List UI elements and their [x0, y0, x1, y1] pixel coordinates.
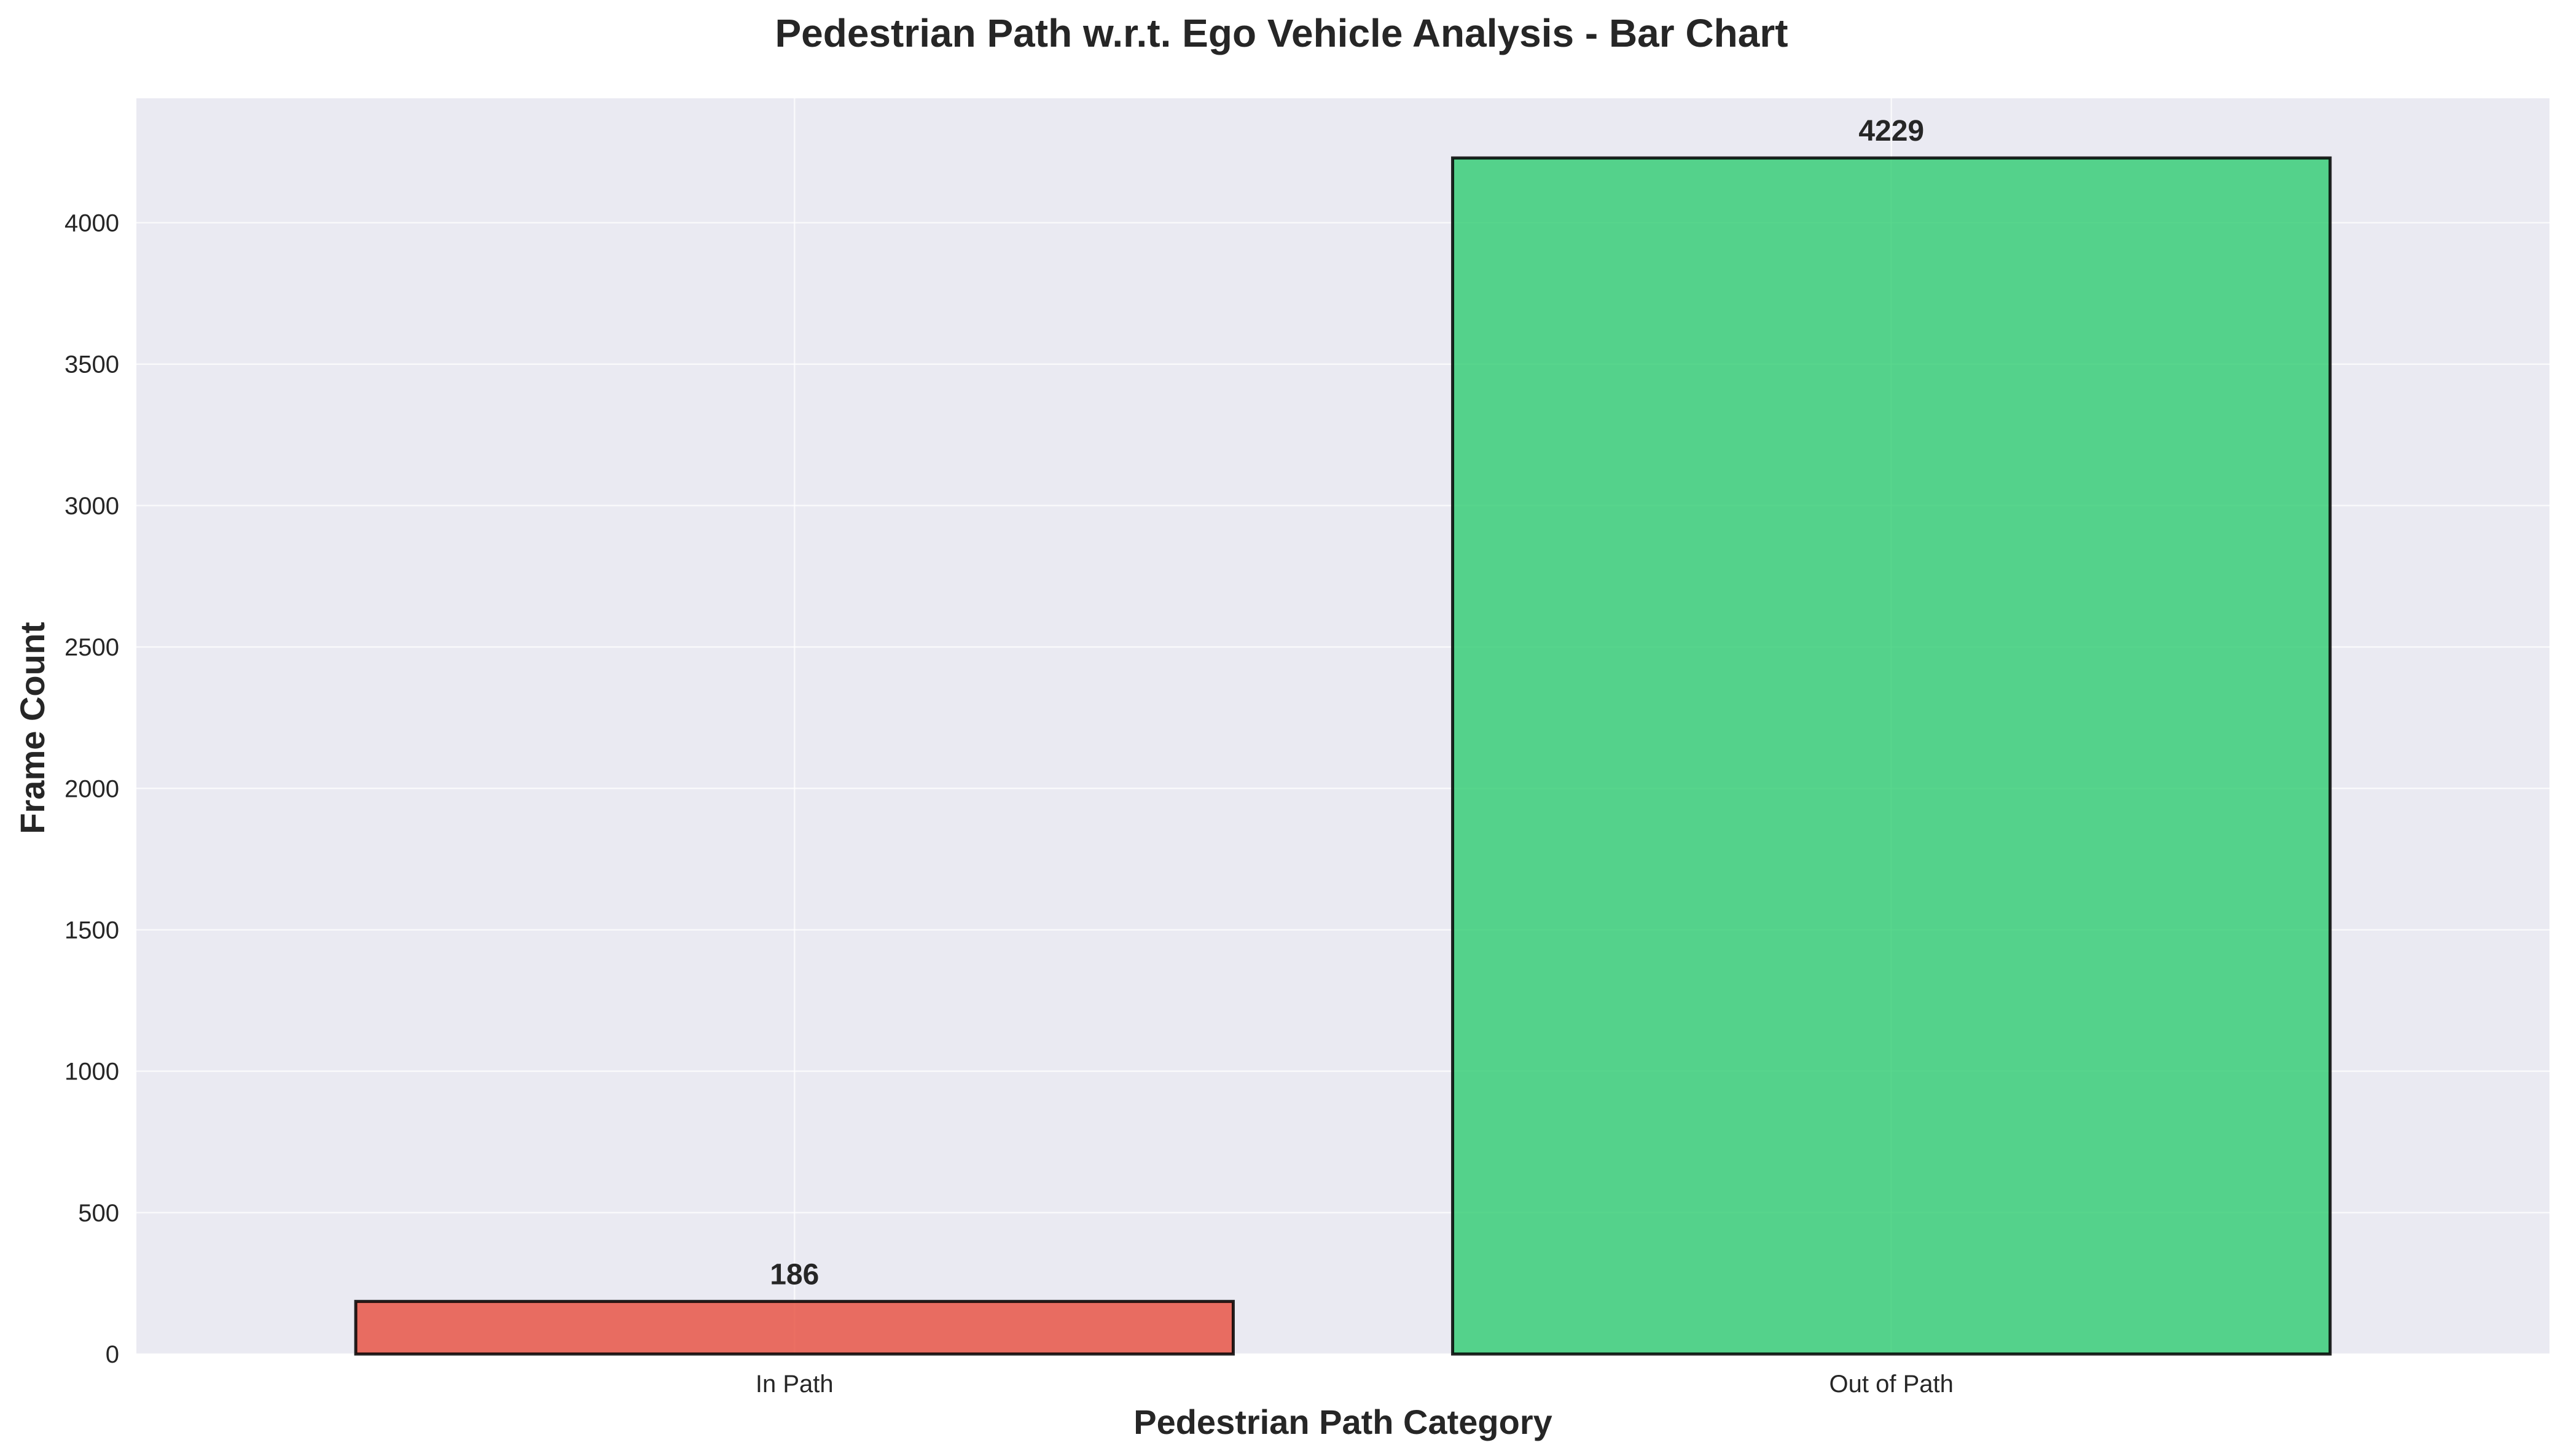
x-tick-label: Out of Path [1829, 1371, 1954, 1398]
x-axis-label: Pedestrian Path Category [1133, 1403, 1552, 1441]
x-axis-ticks: In Path Out of Path [756, 1371, 1954, 1398]
bar-in-path [354, 1299, 1235, 1356]
y-tick-label: 500 [78, 1200, 119, 1227]
bars [354, 156, 2332, 1356]
x-tick-label: In Path [756, 1371, 834, 1398]
data-label: 186 [770, 1258, 819, 1291]
y-axis-label: Frame Count [13, 622, 52, 834]
y-tick-label: 2000 [65, 775, 119, 802]
y-tick-label: 3500 [65, 351, 119, 378]
y-tick-label: 1500 [65, 917, 119, 944]
y-tick-label: 0 [106, 1341, 119, 1368]
y-tick-label: 2500 [65, 634, 119, 661]
y-tick-label: 1000 [65, 1059, 119, 1086]
y-axis-ticks: 0 500 1000 1500 2000 2500 3000 3500 4000 [65, 210, 119, 1368]
data-labels: 186 4229 [770, 115, 1924, 1291]
data-label: 4229 [1858, 115, 1924, 147]
y-tick-label: 4000 [65, 210, 119, 237]
y-tick-label: 3000 [65, 493, 119, 520]
chart-title: Pedestrian Path w.r.t. Ego Vehicle Analy… [775, 11, 1788, 55]
bar-out-of-path [1451, 156, 2332, 1356]
